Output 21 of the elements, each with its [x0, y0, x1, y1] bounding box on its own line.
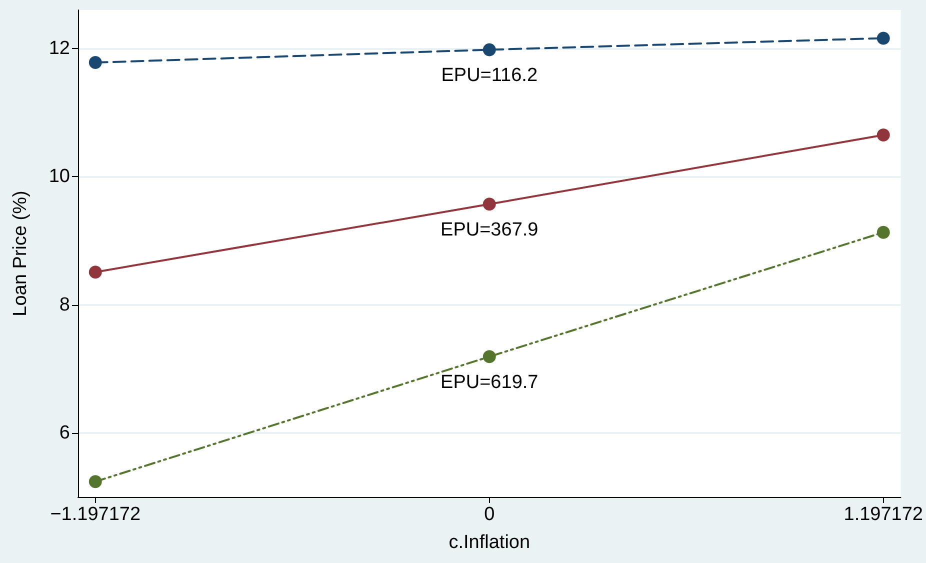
point: [876, 32, 890, 45]
y-tick-label: 10: [48, 166, 70, 188]
point: [88, 475, 102, 488]
point: [876, 128, 890, 142]
y-tick-label: 8: [59, 294, 70, 316]
point: [88, 266, 102, 279]
point: [482, 350, 496, 364]
x-tick-label: −1.197172: [50, 504, 141, 525]
x-tick-label: 0: [484, 504, 495, 525]
point: [482, 198, 496, 211]
point: [88, 56, 102, 70]
x-tick-label: 1.197172: [844, 504, 923, 525]
x-axis-title: c.Inflation: [448, 532, 530, 553]
series-label: EPU=116.2: [441, 65, 538, 86]
y-tick-label: 12: [48, 38, 70, 59]
y-tick-label: 6: [59, 422, 70, 444]
y-axis-title: Loan Price (%): [10, 190, 31, 316]
point: [482, 43, 496, 56]
series-label: EPU=619.7: [440, 372, 538, 394]
series-label: EPU=367.9: [440, 220, 538, 241]
point: [876, 226, 890, 239]
